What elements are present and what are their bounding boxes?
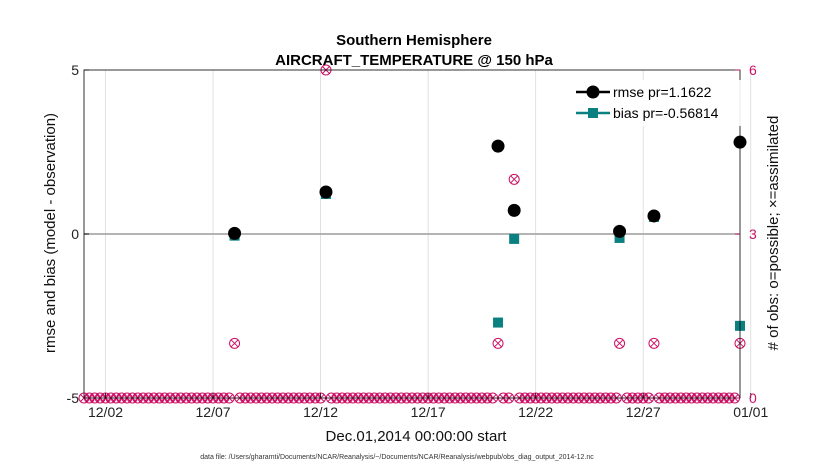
bias-marker: [493, 317, 504, 328]
chart-subtitle: AIRCRAFT_TEMPERATURE @ 150 hPa: [275, 52, 553, 69]
legend: rmse pr=1.1622 bias pr=-0.56814: [573, 80, 743, 126]
y-axis-right-label: # of obs: o=possible; ×=assimilated: [765, 116, 782, 351]
rmse-marker: [647, 209, 661, 223]
x-axis-label: Dec.01,2014 00:00:00 start: [326, 428, 508, 445]
grid-layer: [84, 70, 752, 398]
obs-possible-circle: [492, 337, 504, 349]
obs-possible-circle: [648, 337, 660, 349]
y-tick-label: 5: [71, 62, 79, 78]
y-axis-label: rmse and bias (model - observation): [42, 113, 59, 353]
ticks-layer: 12/02 12/07 12/12 12/17 12/22 12/27 01/01 -5 0 5 0…: [67, 62, 769, 420]
legend-box: [573, 80, 743, 126]
obs-count-marker: [229, 337, 241, 349]
x-tick-label: 12/22: [518, 404, 553, 420]
obs-count-marker: [648, 337, 660, 349]
x-tick-label: 12/27: [626, 404, 661, 420]
obs-assimilated-cross: [649, 339, 659, 348]
x-tick-label: 12/17: [411, 404, 446, 420]
y-right-tick-label: 3: [749, 226, 757, 242]
legend-rmse-marker: [586, 85, 600, 99]
legend-rmse-entry: rmse pr=1.1622: [576, 84, 712, 100]
rmse-marker: [491, 139, 505, 153]
bias-marker: [509, 233, 520, 244]
rmse-marker: [228, 226, 242, 240]
rmse-marker: [319, 185, 333, 199]
x-tick-label: 12/12: [303, 404, 338, 420]
rmse-marker: [613, 224, 627, 238]
obs-assimilated-cross: [615, 339, 624, 348]
obs-possible-circle: [229, 337, 241, 349]
x-tick-label: 12/07: [196, 404, 231, 420]
y-tick-label: -5: [67, 390, 80, 406]
legend-bias-label: bias pr=-0.56814: [613, 105, 719, 121]
obs-possible-circle: [508, 173, 520, 185]
x-tick-label: 01/01: [733, 404, 768, 420]
footer-data-file: data file: /Users/gharamti/Documents/NCA…: [200, 454, 594, 461]
x-tick-label: 12/02: [88, 404, 123, 420]
obs-possible-circle: [614, 337, 626, 349]
legend-bias-marker: [588, 108, 598, 118]
obs-assimilated-cross: [510, 175, 519, 184]
legend-bias-entry: bias pr=-0.56814: [576, 105, 719, 121]
y-tick-label: 0: [71, 226, 79, 242]
chart-title: Southern Hemisphere: [336, 32, 492, 49]
obs-assimilated-cross: [493, 339, 503, 348]
legend-rmse-label: rmse pr=1.1622: [613, 84, 712, 100]
y-right-tick-label: 0: [749, 390, 757, 406]
y-right-tick-label: 6: [749, 62, 757, 78]
bias-marker: [614, 232, 625, 243]
obs-count-marker: [508, 173, 520, 185]
obs-assimilated-cross: [230, 339, 239, 348]
obs-count-marker: [614, 337, 626, 349]
obs-count-marker: [492, 337, 504, 349]
rmse-marker: [507, 203, 521, 217]
